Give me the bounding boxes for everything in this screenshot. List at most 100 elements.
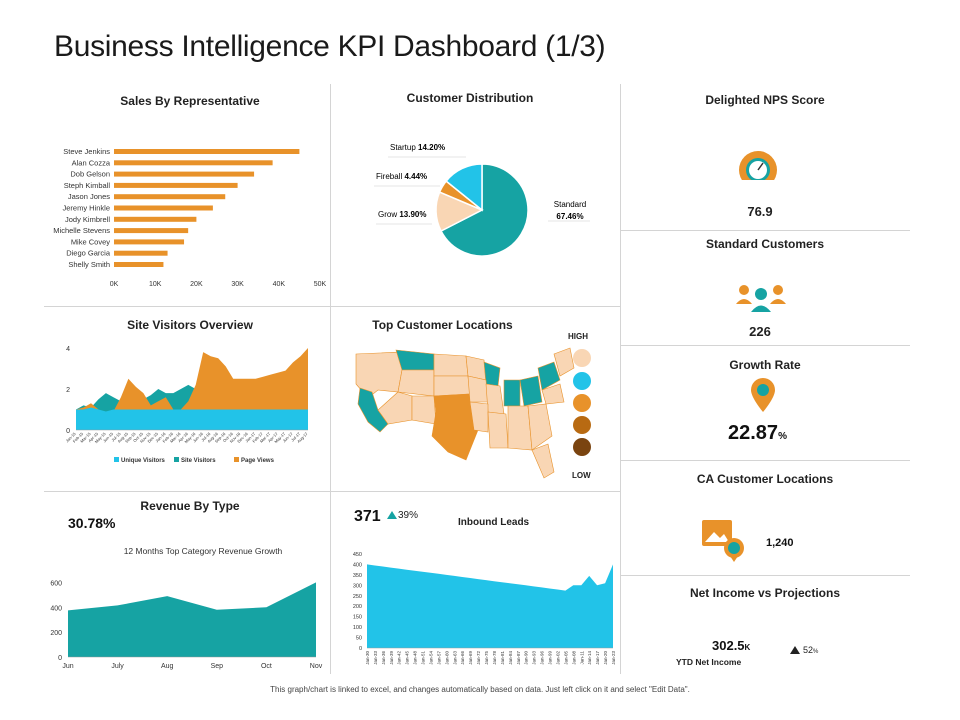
legend-swatch-2 — [573, 372, 591, 390]
y-tick-label: 300 — [353, 583, 362, 589]
net-change-value: 52 — [803, 645, 814, 655]
map-region-mountain — [397, 369, 435, 397]
legend-swatch-1 — [573, 349, 591, 367]
y-tick-label: 100 — [353, 625, 362, 631]
x-tick-label: Jan-78 — [492, 651, 497, 665]
up-arrow-icon — [790, 646, 800, 654]
map-region-new-england — [553, 347, 575, 377]
x-tick-label: Jan-20 — [603, 651, 608, 665]
map-region-iowa — [467, 375, 489, 403]
x-tick-label: Jan-30 — [365, 651, 370, 665]
map-region-dakotas — [433, 353, 469, 377]
bar-label: Jeremy Hinkle — [62, 204, 110, 213]
bar-label: Diego Garcia — [66, 249, 111, 258]
area-revenue — [68, 582, 316, 657]
y-tick-label: 2 — [66, 387, 70, 394]
pie-label-grow: Grow 13.90% — [378, 210, 426, 219]
legend-label: Page Views — [241, 458, 275, 464]
divider — [620, 345, 910, 346]
x-tick-label: Jan-66 — [460, 651, 465, 665]
area-leads — [367, 564, 613, 648]
y-tick-label: 4 — [66, 346, 70, 353]
map-region-carolinas — [527, 403, 553, 451]
divider — [620, 575, 910, 576]
y-tick-label: 0 — [58, 655, 62, 662]
locations-panel-title: Top Customer Locations — [372, 318, 513, 332]
net-number: 302.5 — [712, 638, 745, 653]
map-region-mid-atlantic — [541, 383, 565, 405]
y-tick-label: 0 — [66, 428, 70, 435]
divider — [620, 460, 910, 461]
x-tick-label: 30K — [231, 281, 244, 288]
bar — [114, 262, 164, 267]
x-tick-label: Jan-48 — [413, 651, 418, 665]
bar-label: Steph Kimball — [64, 181, 111, 190]
x-tick-label: Jan-96 — [540, 651, 545, 665]
net-label: YTD Net Income — [676, 657, 742, 667]
x-tick-label: Jan-33 — [373, 651, 378, 665]
x-tick-label: Sep — [211, 663, 224, 670]
bar — [114, 250, 168, 256]
x-tick-label: 10K — [149, 281, 162, 288]
revenue-chart: 0 200 400 600 Jun July Aug Sep Oct Nov — [50, 580, 323, 670]
x-tick-label: Oct — [261, 663, 272, 670]
legend-label: Site Visitors — [181, 458, 216, 464]
map-region-montana — [395, 349, 435, 371]
bar — [114, 239, 185, 245]
x-tick-label: Jan-42 — [397, 651, 402, 665]
x-tick-label: Jan-84 — [508, 651, 513, 665]
growth-value: 22.87% — [728, 422, 787, 445]
map-legend-high: HIGH — [568, 332, 588, 341]
nps-value: 76.9 — [747, 204, 773, 219]
inbound-change: 39% — [398, 510, 419, 521]
map-region-michigan — [503, 379, 521, 407]
bar-label: Dob Gelson — [70, 170, 110, 179]
x-tick-label: Jul-15 — [110, 431, 122, 443]
net-value: 302.5K — [712, 638, 750, 653]
x-tick-label: Jan-60 — [444, 651, 449, 665]
y-tick-label: 200 — [353, 604, 362, 610]
bar-label: Shelly Smith — [68, 260, 110, 269]
pie-label-standard: Standard — [554, 200, 586, 209]
sales-panel-title: Sales By Representative — [120, 94, 260, 108]
bar — [114, 160, 273, 166]
pie-label-startup: Startup 14.20% — [390, 143, 445, 152]
bar — [114, 194, 226, 200]
x-tick-label: Jan-45 — [405, 651, 410, 665]
x-tick-label: Jan-54 — [428, 651, 433, 665]
distribution-chart: Startup 14.20% Fireball 4.44% Grow 13.90… — [374, 143, 590, 257]
x-tick-label: Jan-63 — [452, 651, 457, 665]
us-map — [355, 347, 575, 479]
x-tick-label: Nov — [310, 663, 323, 670]
x-tick-label: Jan-36 — [381, 651, 386, 665]
footer-note: This graph/chart is linked to excel, and… — [270, 685, 690, 694]
location-pin-icon — [751, 378, 775, 412]
x-tick-label: 40K — [273, 281, 286, 288]
x-tick-label: Jan-81 — [500, 651, 505, 665]
growth-title: Growth Rate — [729, 358, 801, 372]
visitors-chart: 024Jan-15Feb-15Mar-15Apr-15May-15Jun-15J… — [65, 346, 310, 464]
y-tick-label: 50 — [356, 636, 362, 642]
x-tick-label: Jan-17 — [595, 651, 600, 665]
revenue-percent: 30.78% — [68, 515, 116, 531]
x-tick-label: Jan-05 — [563, 651, 568, 665]
map-region-new-york — [537, 361, 561, 391]
x-tick-label: Jul-16 — [200, 431, 212, 443]
visitors-panel-title: Site Visitors Overview — [127, 318, 253, 332]
map-legend-low: LOW — [572, 471, 591, 480]
map-region-california — [357, 387, 389, 433]
x-tick-label: Jan-39 — [389, 651, 394, 665]
revenue-subtitle: 12 Months Top Category Revenue Growth — [123, 546, 283, 556]
divider — [620, 230, 910, 231]
y-tick-label: 200 — [50, 630, 62, 637]
growth-unit: % — [778, 431, 787, 442]
pie-label-standard-value: 67.46% — [556, 212, 583, 221]
map-region-missouri — [469, 401, 489, 433]
x-tick-label: Jan-99 — [548, 651, 553, 665]
x-tick-label: Aug — [161, 663, 174, 670]
map-region-new-mexico — [411, 395, 437, 425]
legend-label: Unique Visitors — [121, 458, 166, 464]
y-tick-label: 600 — [50, 580, 62, 587]
bar-label: Alan Cozza — [72, 158, 111, 167]
